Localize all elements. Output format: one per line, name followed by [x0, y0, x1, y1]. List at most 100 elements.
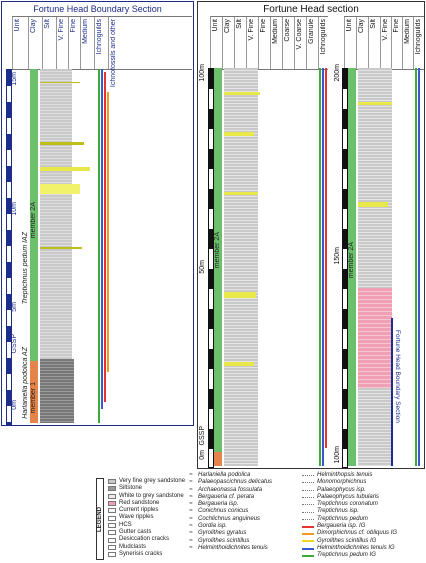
legend-swatch: [108, 493, 116, 499]
legend-swatch: [108, 552, 116, 558]
legend-label: Wave ripples: [119, 514, 154, 521]
header-granule: Granule: [308, 19, 315, 44]
header-clay: Clay: [358, 19, 365, 34]
lithology-column-lower: [40, 359, 74, 423]
sandstone-bed: [224, 192, 258, 195]
legend-item: Current ripples: [108, 507, 185, 514]
legend-label: Gyrolithes gyratus: [198, 530, 247, 537]
legend-item: Gutter casts: [108, 529, 185, 536]
header-clay: Clay: [224, 19, 231, 34]
legend-item: Monomorphichnus: [302, 479, 397, 486]
legend-line-swatch: [302, 518, 314, 520]
scale-tick: 0m: [11, 400, 18, 410]
header-medium: Medium: [404, 19, 411, 44]
legend-label: Siltstone: [119, 485, 143, 492]
legend-label: Synerisis cracks: [119, 550, 163, 557]
lithology-column-a: [224, 68, 258, 466]
legend-item: Synerisis cracks: [108, 551, 185, 558]
legend-swatch: [108, 501, 116, 507]
legend-item: ≈ Gordia isp.: [186, 523, 272, 530]
trace-fossil-icon: ≈: [189, 508, 193, 515]
ichnoguild-line-green: [319, 68, 321, 466]
sandstone-bed: [224, 362, 254, 366]
legend-label: Harlaniella podolica: [198, 472, 251, 478]
legend-item: HCS: [108, 522, 185, 529]
header-coarse: Coarse: [284, 19, 291, 42]
ichnoguild-line-green: [98, 69, 100, 423]
legend-item: ≈ Harlaniella podolica: [186, 472, 272, 479]
ichnoguild-line-blue: [418, 68, 420, 466]
header-vfine: V. Fine: [248, 19, 255, 41]
column-header-a: Unit Clay Silt V. Fine Fine Medium Coars…: [210, 16, 328, 70]
legend-label: Conichnus conicus: [198, 508, 249, 515]
legend-label: Gutter casts: [119, 529, 152, 536]
legend-label: HCS: [119, 521, 132, 528]
legend-label: Bergaueria cf. perata: [198, 493, 255, 500]
ichnoguild-line-blue: [322, 68, 324, 466]
legend-label: Helminthoidichnites tenuis IG: [317, 544, 395, 551]
legend-label: Treptichnus pedum IG: [317, 552, 376, 559]
scale-tick: GSSP: [199, 426, 206, 446]
member-1-bar: [30, 361, 38, 423]
scale-tick: 0m: [199, 450, 206, 460]
sandstone-bed: [358, 102, 392, 105]
legend-line-swatch: [302, 525, 314, 528]
legend-label: Gyrolithes scintillus: [198, 537, 250, 544]
header-silt: Silt: [236, 19, 243, 29]
legend-item: Treptichnus pedum IG: [302, 552, 397, 559]
sandstone-bed: [40, 184, 80, 194]
legend-item: Red sandstone: [108, 500, 185, 507]
sandstone-bed: [40, 142, 84, 145]
legend-swatch: [108, 479, 116, 485]
legend-label: Bergaueria isp.: [198, 501, 239, 508]
legend-label: Desiccation cracks: [119, 536, 170, 543]
header-ichnoguilds: Ichnoguilds: [96, 19, 103, 55]
header-silt: Silt: [370, 19, 377, 29]
trace-fossil-icon: ≈: [189, 501, 193, 508]
scale-tick: GSSP: [11, 334, 18, 354]
legend-item: Very fine grey sandstone: [108, 478, 185, 485]
legend-label: Cochlichnus anguineus: [198, 515, 261, 522]
legend-line-swatch: [302, 504, 314, 506]
scale-tick: 10m: [11, 202, 18, 216]
legend-item: Siltstone: [108, 485, 185, 492]
legend-line-swatch: [302, 497, 314, 499]
member-1-label: member 1: [30, 382, 37, 414]
member-2a-label: member 2A: [30, 202, 37, 239]
header-silt: Silt: [44, 19, 51, 29]
lithology-column-b: [358, 68, 392, 288]
header-ichnoguilds: Ichnoguilds: [415, 19, 422, 55]
legend-label: Palaeophycus tubularis: [317, 493, 380, 500]
ichnofossil-legend: ≈ Harlaniella podolica ≈ Palaeopascichnus d…: [186, 472, 272, 552]
header-fine: Fine: [260, 19, 267, 33]
legend-label: Palaeophycus isp.: [317, 486, 366, 493]
panel-title: Fortune Head Boundary Section: [33, 4, 162, 14]
legend-label: Bergaueria isp. IG: [317, 523, 366, 530]
scale-tick: 50m: [199, 260, 206, 274]
legend-line-swatch: [302, 475, 314, 477]
trace-fossil-icon: ≈: [189, 523, 193, 530]
sandstone-bed: [358, 202, 388, 207]
legend-label: Helminthoidichnites tenuis: [198, 544, 268, 551]
legend-item: ≈ Bergaueria isp.: [186, 501, 272, 508]
sandstone-bed: [40, 167, 90, 171]
legend-item: Dimorphichnus cf. obliquus IG: [302, 530, 397, 537]
legend-label: Helminthopsis tenuis: [317, 472, 373, 478]
legend-item: ≈ Palaeopascichnus delicatus: [186, 479, 272, 486]
member-2a-bar: [30, 69, 38, 361]
trace-fossil-icon: ≈: [189, 486, 193, 493]
legend-item: ≈ Helminthoidichnites tenuis: [186, 545, 272, 552]
ichnoguild-legend: Helminthopsis tenuis Monomorphichnus Palae…: [302, 472, 397, 560]
header-vcoarse: V. Coarse: [296, 19, 303, 50]
legend-label: Red sandstone: [119, 499, 160, 506]
legend-swatch: [108, 515, 116, 521]
legend-item: Desiccation cracks: [108, 536, 185, 543]
legend-line-swatch: [302, 511, 314, 513]
legend-item: Helminthoidichnites tenuis IG: [302, 545, 397, 552]
legend-line-swatch: [302, 540, 314, 543]
legend-item: Gyrolithes scintillus IG: [302, 538, 397, 545]
sandstone-bed: [224, 92, 260, 95]
legend-item: Treptichnus isp.: [302, 508, 397, 515]
fortune-head-section-panel: Fortune Head section Unit Clay Silt V. F…: [197, 1, 425, 469]
lithology-legend: Very fine grey sandstone Siltstone White t…: [108, 478, 185, 558]
